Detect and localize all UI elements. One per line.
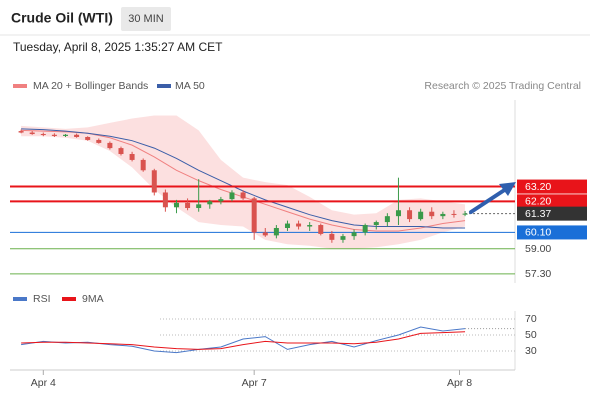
candle-body [140, 159, 146, 171]
y-tick-label: 70 [525, 313, 537, 325]
candle-body [173, 202, 179, 208]
bollinger-band [21, 115, 466, 249]
candle-body [185, 202, 191, 209]
candle-body [229, 192, 235, 200]
x-tick-label: Apr 4 [31, 377, 56, 389]
candle-body [451, 213, 457, 215]
candle-body [262, 232, 268, 236]
candle-body [162, 192, 168, 208]
x-tick-label: Apr 8 [447, 377, 472, 389]
level-label-box [517, 179, 587, 194]
candle-body [96, 139, 102, 143]
level-label-box [517, 225, 587, 240]
candle-body [407, 210, 413, 220]
candle-body [384, 216, 390, 223]
indicator-line [21, 326, 466, 354]
level-label: 60.10 [525, 227, 551, 239]
level-label: 62.20 [525, 196, 551, 208]
candle-body [440, 213, 446, 217]
candle-body [418, 211, 424, 220]
legend-label: RSI [33, 293, 51, 305]
candle-body [429, 211, 435, 217]
candle-body [129, 154, 135, 160]
candle-body [307, 225, 313, 227]
candle-body [74, 134, 80, 137]
legend-swatch [157, 84, 171, 88]
overlay [469, 182, 516, 214]
candle-body [318, 225, 324, 234]
candle-body [151, 170, 157, 193]
instrument-title: Crude Oil (WTI) [11, 10, 113, 26]
level-label: 57.30 [525, 268, 551, 280]
candle-body [62, 134, 68, 136]
timestamp: Tuesday, April 8, 2025 1:35:27 AM CET [13, 40, 223, 54]
candle-body [18, 131, 24, 133]
level-label-box [517, 206, 587, 221]
candle-body [40, 134, 46, 136]
x-tick-label: Apr 7 [242, 377, 267, 389]
legend-swatch [62, 297, 76, 301]
candle-body [351, 232, 357, 237]
interval-badge[interactable] [121, 7, 171, 31]
candle-body [240, 192, 246, 199]
forecast-arrowhead [499, 182, 516, 196]
candle-body [296, 223, 302, 227]
level-label-box [517, 194, 587, 209]
candle-body [462, 213, 468, 215]
level-label: 61.37 [525, 208, 551, 220]
legend-label: MA 50 [175, 80, 205, 92]
y-tick-label: 30 [525, 345, 537, 357]
candle-body [85, 136, 91, 140]
candle-body [207, 201, 213, 205]
forecast-arrow [469, 187, 508, 214]
candle-body [362, 225, 368, 233]
candle-body [51, 134, 57, 136]
candle-body [107, 142, 113, 149]
level-label: 63.20 [525, 181, 551, 193]
candle-body [196, 204, 202, 209]
candle-body [273, 227, 279, 236]
y-tick-label: 50 [525, 329, 537, 341]
indicator-line [21, 331, 466, 350]
legend-label: 9MA [82, 293, 104, 305]
interval-label[interactable]: 30 MIN [128, 13, 164, 25]
candle-body [118, 148, 124, 155]
legend-swatch [13, 297, 27, 301]
candle-body [29, 132, 35, 135]
legend-swatch [13, 84, 27, 88]
candle-body [395, 210, 401, 217]
candle-body [251, 198, 257, 233]
candle-body [329, 233, 335, 240]
legend-label: MA 20 + Bollinger Bands [33, 80, 148, 92]
candle-body [218, 199, 224, 202]
candle-body [284, 223, 290, 228]
credit: Research © 2025 Trading Central [424, 80, 581, 92]
candle-body [340, 236, 346, 240]
candle-body [373, 222, 379, 226]
level-label: 59.00 [525, 243, 551, 255]
